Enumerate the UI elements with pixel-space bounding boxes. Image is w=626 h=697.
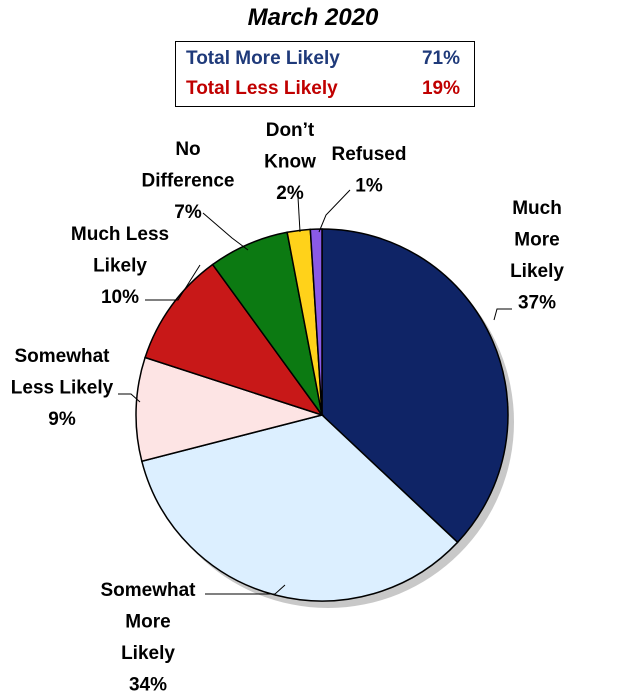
pie-slice	[144, 263, 324, 417]
leader-line	[205, 584, 286, 595]
slice-label: Much Less Likely 10%	[71, 224, 169, 308]
leader-line	[297, 196, 301, 233]
slice-label: Somewhat Less Likely 9%	[11, 346, 114, 430]
leader-line	[493, 308, 512, 321]
leader-line	[145, 264, 201, 301]
pie-slice	[309, 228, 323, 416]
slice-label: Much More Likely 37%	[510, 198, 564, 314]
slice-label: Refused 1%	[332, 144, 407, 197]
leader-line	[118, 393, 141, 403]
slice-label: No Difference 7%	[142, 139, 235, 223]
leader-line	[202, 212, 249, 251]
slice-label: Don’t Know 2%	[264, 120, 316, 204]
pie-slice	[140, 414, 459, 602]
pie-slice	[135, 356, 325, 463]
summary-more-value: 71%	[421, 48, 460, 69]
pie-slice	[321, 228, 509, 544]
slice-label: Somewhat More Likely 34%	[100, 580, 196, 696]
summary-less-value: 19%	[421, 78, 460, 99]
summary-box: Total More Likely 71% Total Less Likely …	[175, 41, 475, 107]
leader-line	[318, 189, 351, 233]
summary-more-label: Total More Likely	[186, 48, 340, 69]
summary-less-label: Total Less Likely	[186, 78, 338, 99]
chart-title: March 2020	[247, 4, 379, 31]
